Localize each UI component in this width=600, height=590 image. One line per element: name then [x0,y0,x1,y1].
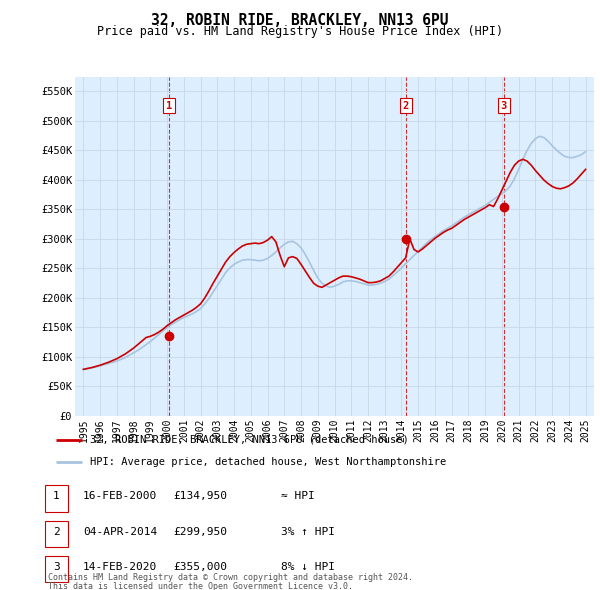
Text: 3: 3 [53,562,60,572]
Text: 1: 1 [166,100,172,110]
Text: 16-FEB-2000: 16-FEB-2000 [83,491,157,501]
Text: Price paid vs. HM Land Registry's House Price Index (HPI): Price paid vs. HM Land Registry's House … [97,25,503,38]
Text: 2: 2 [53,527,60,536]
Text: 8% ↓ HPI: 8% ↓ HPI [281,562,335,572]
Text: 32, ROBIN RIDE, BRACKLEY, NN13 6PU: 32, ROBIN RIDE, BRACKLEY, NN13 6PU [151,13,449,28]
Text: £134,950: £134,950 [173,491,227,501]
Text: 04-APR-2014: 04-APR-2014 [83,527,157,536]
Text: 14-FEB-2020: 14-FEB-2020 [83,562,157,572]
Text: 1: 1 [53,491,60,501]
Text: £355,000: £355,000 [173,562,227,572]
Text: £299,950: £299,950 [173,527,227,536]
Text: 32, ROBIN RIDE, BRACKLEY, NN13 6PU (detached house): 32, ROBIN RIDE, BRACKLEY, NN13 6PU (deta… [90,435,409,445]
Text: HPI: Average price, detached house, West Northamptonshire: HPI: Average price, detached house, West… [90,457,446,467]
Text: 3: 3 [501,100,507,110]
Text: ≈ HPI: ≈ HPI [281,491,314,501]
Text: 3% ↑ HPI: 3% ↑ HPI [281,527,335,536]
Text: 2: 2 [403,100,409,110]
Text: This data is licensed under the Open Government Licence v3.0.: This data is licensed under the Open Gov… [48,582,353,590]
Text: Contains HM Land Registry data © Crown copyright and database right 2024.: Contains HM Land Registry data © Crown c… [48,573,413,582]
